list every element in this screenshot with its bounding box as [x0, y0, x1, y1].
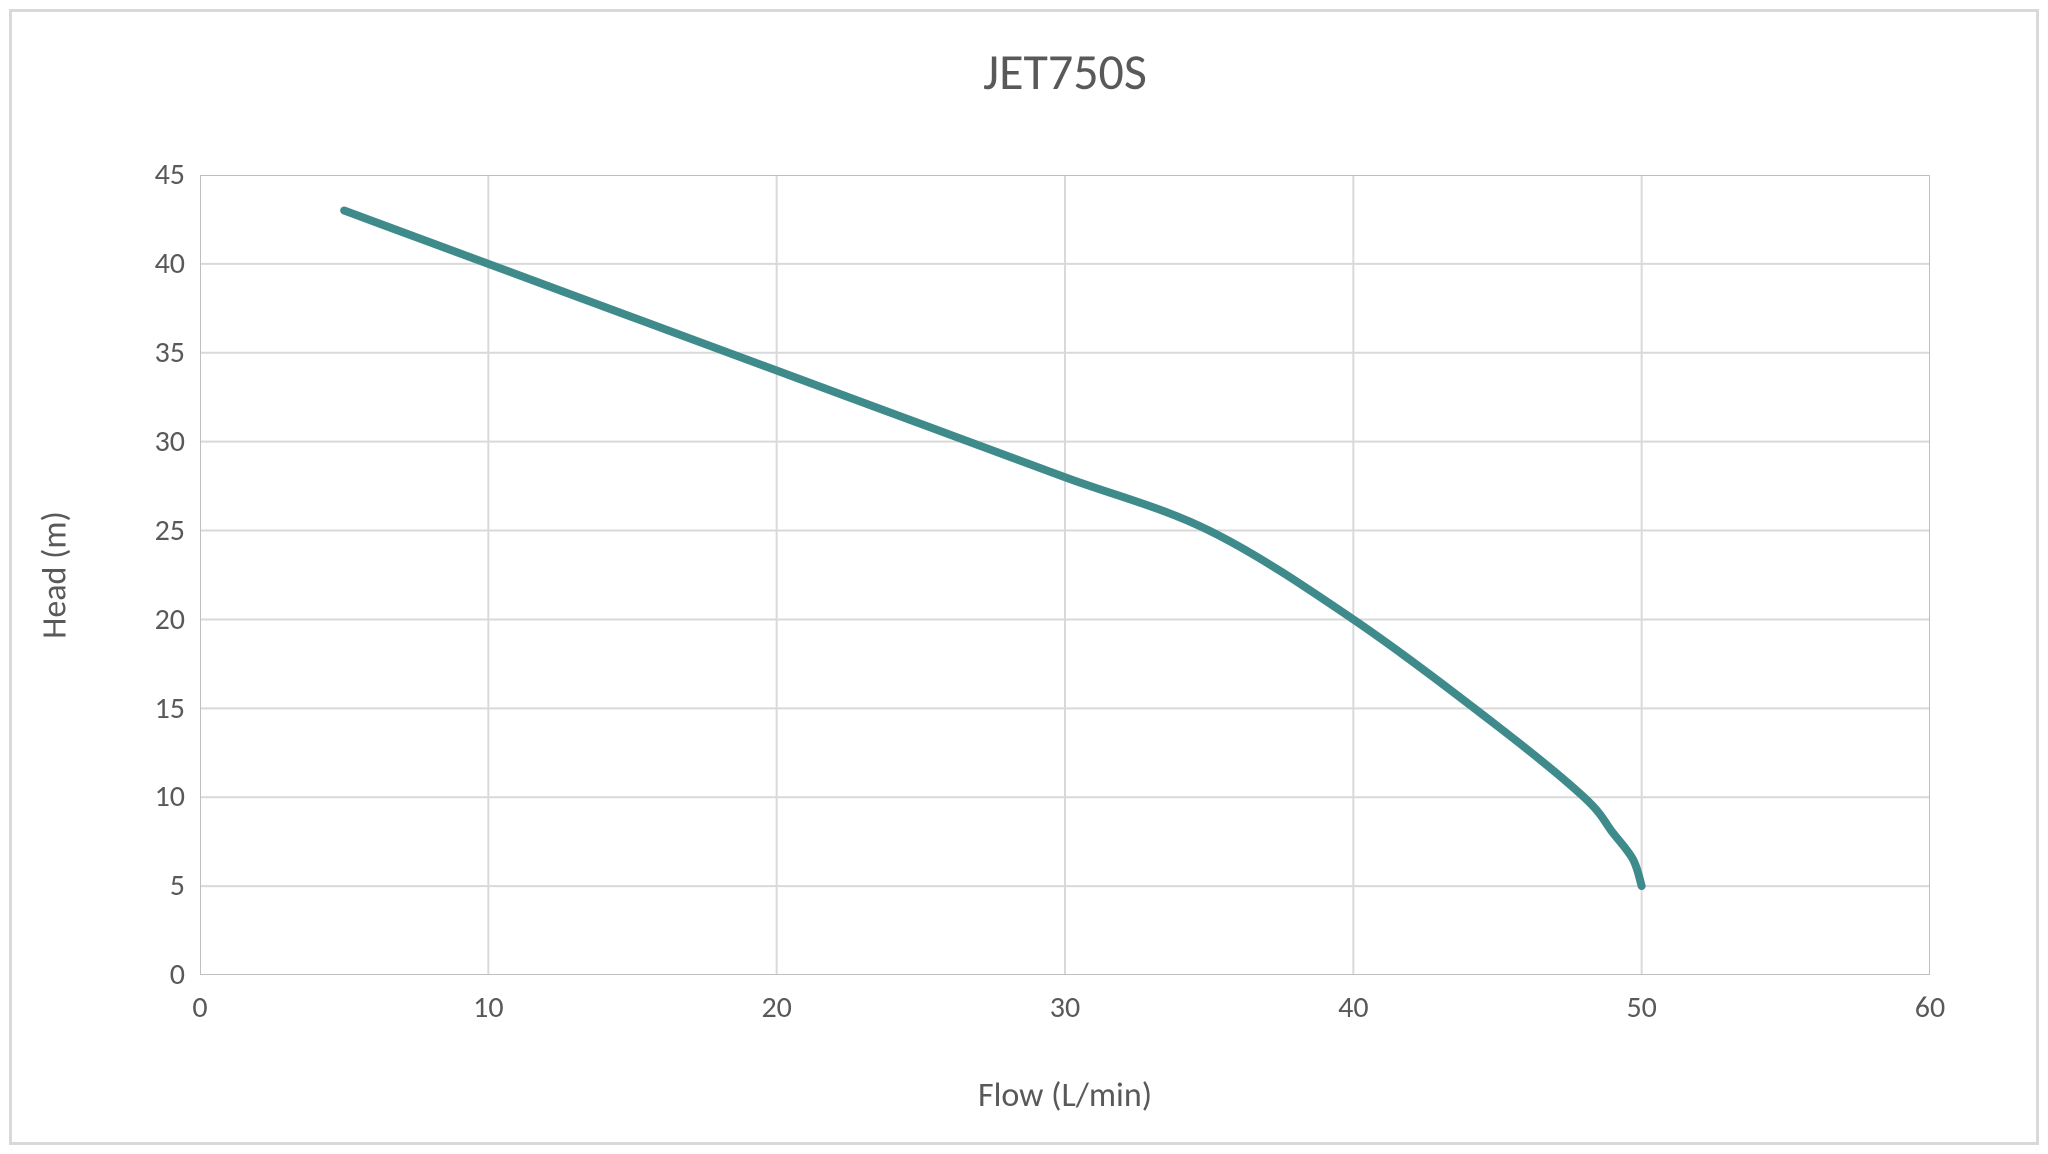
x-tick-label: 10	[448, 989, 528, 1026]
y-tick-label: 45	[110, 156, 185, 193]
y-tick-label: 35	[110, 334, 185, 371]
pump-curve-plot	[200, 175, 1930, 975]
y-tick-label: 0	[110, 956, 185, 993]
y-tick-label: 40	[110, 245, 185, 282]
x-tick-label: 60	[1890, 989, 1970, 1026]
x-tick-label: 40	[1313, 989, 1393, 1026]
x-axis-title: Flow (L/min)	[665, 1075, 1465, 1116]
pump-curve-line	[344, 211, 1642, 887]
y-axis-title: Head (m)	[35, 511, 76, 639]
y-tick-label: 20	[110, 601, 185, 638]
y-tick-label: 25	[110, 512, 185, 549]
x-tick-label: 20	[737, 989, 817, 1026]
x-tick-label: 50	[1602, 989, 1682, 1026]
y-tick-label: 30	[110, 423, 185, 460]
y-tick-label: 10	[110, 778, 185, 815]
y-tick-label: 15	[110, 690, 185, 727]
y-tick-label: 5	[110, 867, 185, 904]
chart-title: JET750S	[665, 42, 1465, 103]
x-tick-label: 0	[160, 989, 240, 1026]
x-tick-label: 30	[1025, 989, 1105, 1026]
